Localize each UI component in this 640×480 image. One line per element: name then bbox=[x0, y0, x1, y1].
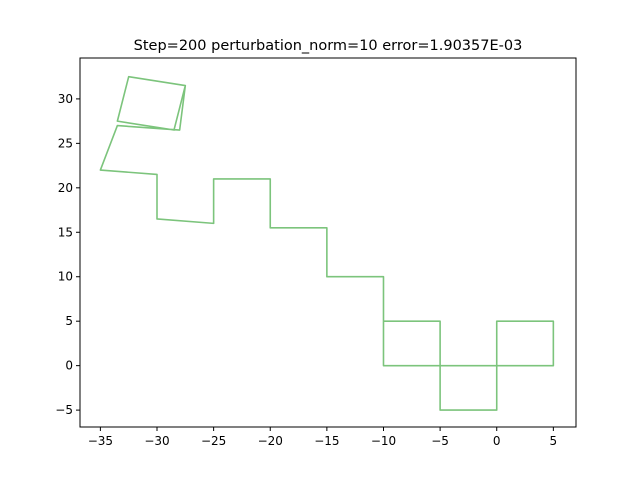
x-tick-label: −10 bbox=[371, 434, 396, 448]
x-tick-label: 0 bbox=[493, 434, 501, 448]
series-layer bbox=[99, 75, 555, 411]
x-tick-label: 5 bbox=[550, 434, 558, 448]
x-tick-label: −20 bbox=[258, 434, 283, 448]
y-tick-label: 15 bbox=[58, 225, 73, 239]
y-tick-label: −5 bbox=[55, 403, 73, 417]
axes-layer: −35 −30 −25 −20 −15 −10 −5 0 5 −5 0 5 10 15 20 25 30 bbox=[55, 57, 577, 448]
series-line-0 bbox=[99, 75, 555, 411]
y-tick-label: 25 bbox=[58, 136, 73, 150]
x-tick-label: −30 bbox=[144, 434, 169, 448]
y-tick-label: 30 bbox=[58, 92, 73, 106]
y-tick-label: 10 bbox=[58, 270, 73, 284]
x-tick-label: −15 bbox=[314, 434, 339, 448]
y-tick-label: 20 bbox=[58, 181, 73, 195]
chart-title: Step=200 perturbation_norm=10 error=1.90… bbox=[134, 38, 523, 54]
x-tick-label: −35 bbox=[88, 434, 113, 448]
x-tick-label: −25 bbox=[201, 434, 226, 448]
x-tick-label: −5 bbox=[431, 434, 449, 448]
y-tick-label: 0 bbox=[65, 359, 73, 373]
axes-frame bbox=[79, 57, 577, 428]
y-tick-label: 5 bbox=[65, 314, 73, 328]
